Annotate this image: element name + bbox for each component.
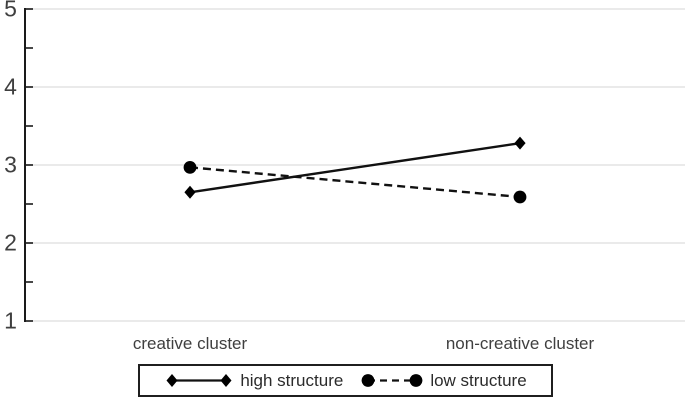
y-axis-label-2: 2 bbox=[4, 229, 17, 256]
series-line-low-structure bbox=[189, 166, 521, 199]
marker-circle-creative-cluster bbox=[183, 160, 197, 174]
x-axis-label-creative-cluster: creative cluster bbox=[132, 334, 248, 353]
y-axis-label-1: 1 bbox=[4, 307, 17, 334]
legend-item-low-structure: low structure bbox=[360, 370, 527, 391]
legend: high structure low structure bbox=[138, 364, 553, 397]
low-structure-line-sample bbox=[361, 374, 423, 387]
legend-label-low-structure: low structure bbox=[430, 370, 527, 390]
series-line-high-structure bbox=[189, 141, 521, 194]
marker-circle-non-creative-cluster bbox=[513, 190, 527, 204]
y-axis-label-4: 4 bbox=[4, 73, 17, 100]
high-structure-line-sample bbox=[166, 374, 232, 387]
x-axis-label-non-creative-cluster: non-creative cluster bbox=[445, 334, 595, 353]
marker-diamond-creative-cluster bbox=[184, 185, 196, 199]
y-axis-label-5: 5 bbox=[4, 0, 17, 22]
legend-label-high-structure: high structure bbox=[240, 370, 344, 390]
legend-item-high-structure: high structure bbox=[164, 371, 343, 391]
marker-diamond-non-creative-cluster bbox=[514, 136, 526, 150]
y-axis-label-3: 3 bbox=[4, 151, 17, 178]
